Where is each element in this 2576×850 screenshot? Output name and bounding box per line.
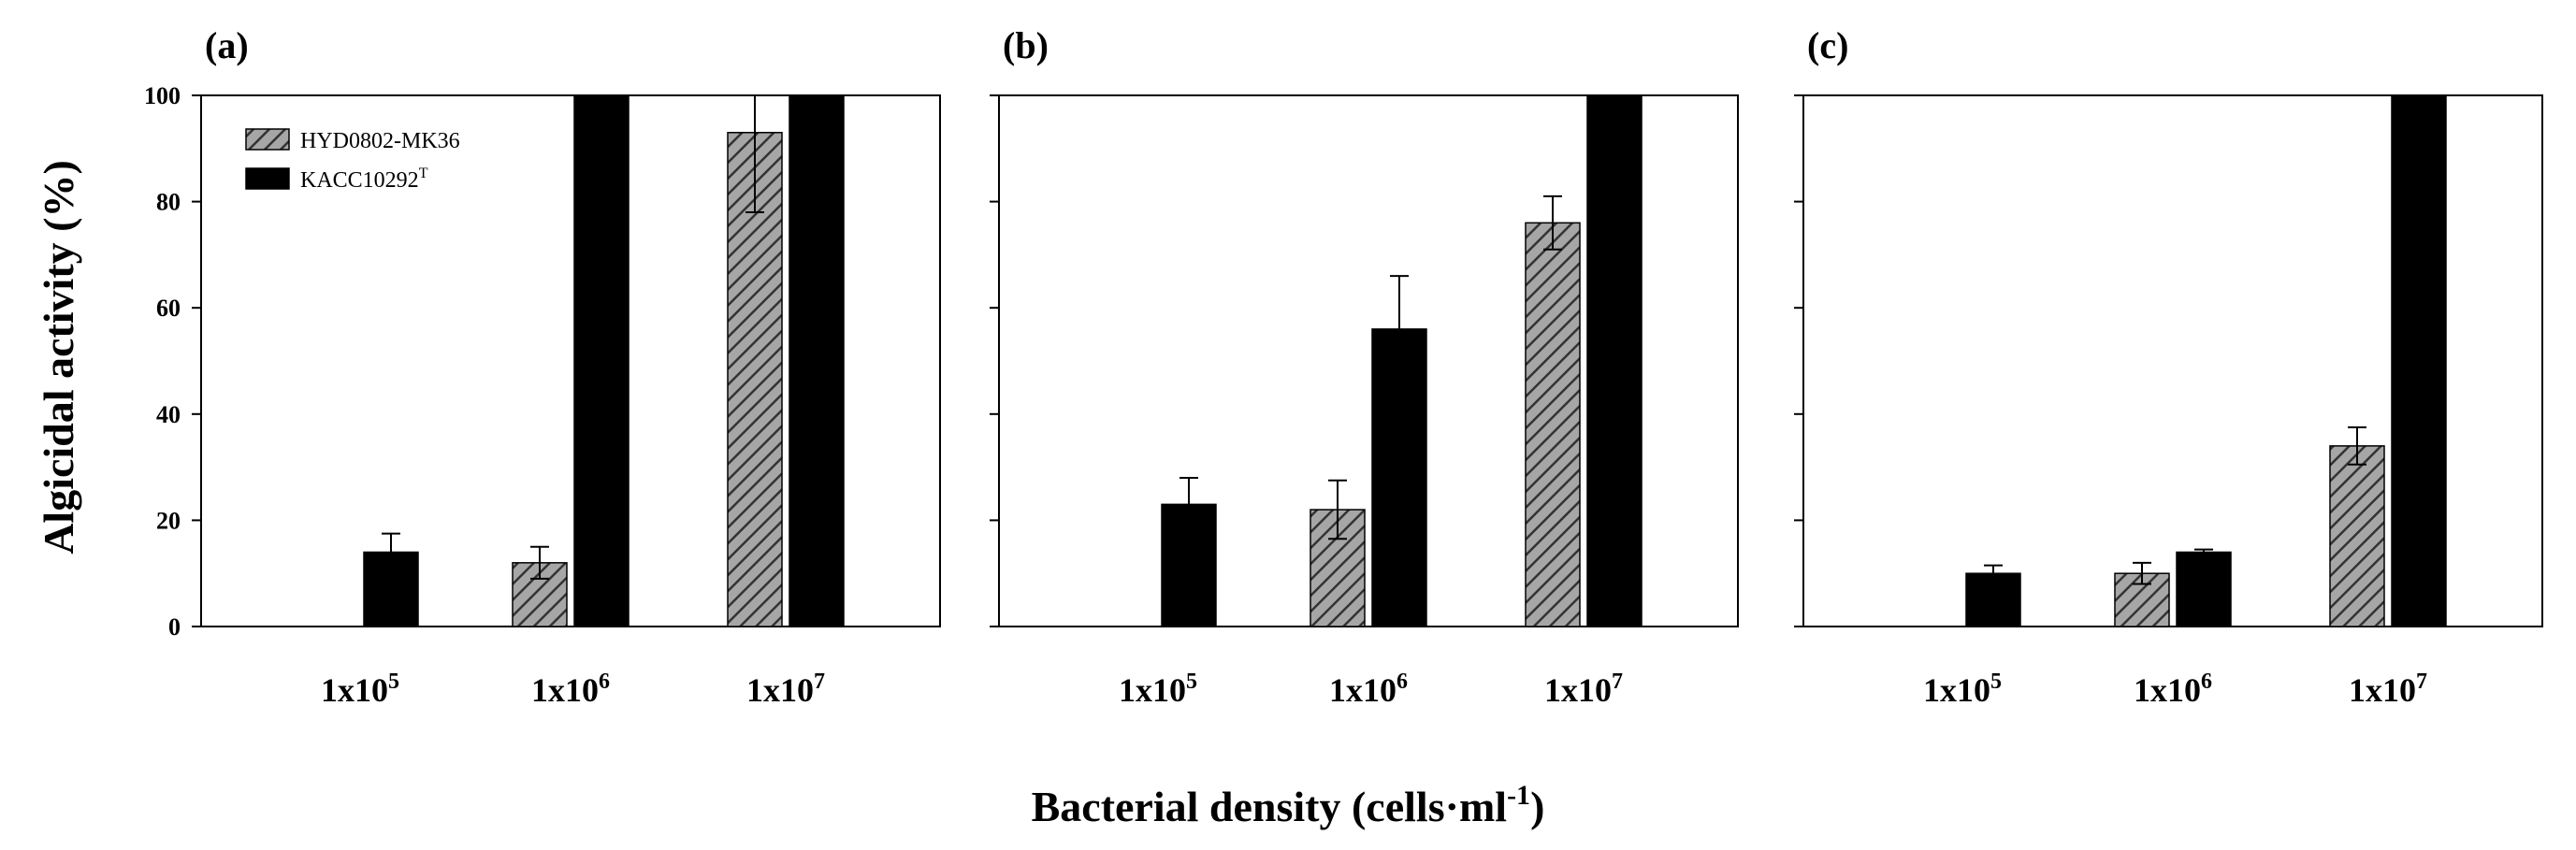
bar-kacc10292-3 [789,94,845,627]
bar-kacc10292-2 [573,94,630,627]
x-axis-title-main: Bacterial density (cells [1032,783,1445,830]
x-tick-label: 1x105 [321,670,399,709]
x-tick-label: 1x106 [1329,670,1408,709]
panel-b: (b) 1x105 1x106 1x107 [990,24,1739,709]
legend-swatch [245,167,290,190]
x-tick-label: 1x106 [531,670,610,709]
legend-label: KACC10292T [300,166,428,193]
x-axis-title-close: ) [1530,783,1544,830]
y-tick-label: 80 [156,189,181,216]
bar-kacc10292-1 [1161,503,1217,627]
panel-a: (a) 0 20 40 60 80 100 1x105 1x106 1x107 HYD0802-MK… [144,24,941,709]
y-tick-label: 20 [156,507,181,534]
panel-label: (c) [1807,24,1848,66]
bar-kacc10292-3 [2391,94,2447,627]
x-tick-label: 1x106 [2134,670,2212,709]
bar-hyd0802-mk36-3 [2329,445,2385,627]
bar-kacc10292-2 [2176,551,2232,627]
x-axis-title: Bacterial density (cells·ml-1) [1032,780,1545,830]
x-tick-label: 1x107 [1544,670,1623,709]
bar-kacc10292-3 [1586,94,1643,627]
panel-label: (b) [1003,24,1049,66]
x-tick-label: 1x105 [1923,670,2002,709]
legend: HYD0802-MK36 KACC10292T [245,128,460,193]
y-axis-title: Algicidal activity (%) [35,160,82,555]
bar-kacc10292-2 [1371,328,1427,627]
bar-hyd0802-mk36-3 [1525,222,1581,627]
plot-frame [200,94,941,627]
y-tick-label: 0 [168,613,181,641]
x-axis-title-dot: · [1445,783,1459,830]
legend-label: HYD0802-MK36 [300,129,460,153]
chart-panels: (a) 0 20 40 60 80 100 1x105 1x106 1x107 HYD0802-MK… [144,24,2543,709]
plot-frame [998,94,1739,627]
x-tick-label: 1x107 [2349,670,2427,709]
bar-kacc10292-1 [363,551,419,627]
bar-kacc10292-1 [1965,572,2021,627]
x-axis-title-exp: -1 [1507,780,1530,811]
y-tick-label: 40 [156,401,181,428]
x-axis-title-unit: ml [1459,783,1507,830]
x-tick-label: 1x105 [1119,670,1197,709]
panel-label: (a) [205,24,249,66]
legend-swatch [245,128,290,151]
bar-hyd0802-mk36-3 [727,132,783,627]
y-tick-label: 60 [156,295,181,322]
x-tick-label: 1x107 [746,670,825,709]
panel-c: (c) 1x105 1x106 1x107 [1794,24,2543,709]
plot-frame [1802,94,2543,627]
y-tick-label: 100 [144,82,181,109]
